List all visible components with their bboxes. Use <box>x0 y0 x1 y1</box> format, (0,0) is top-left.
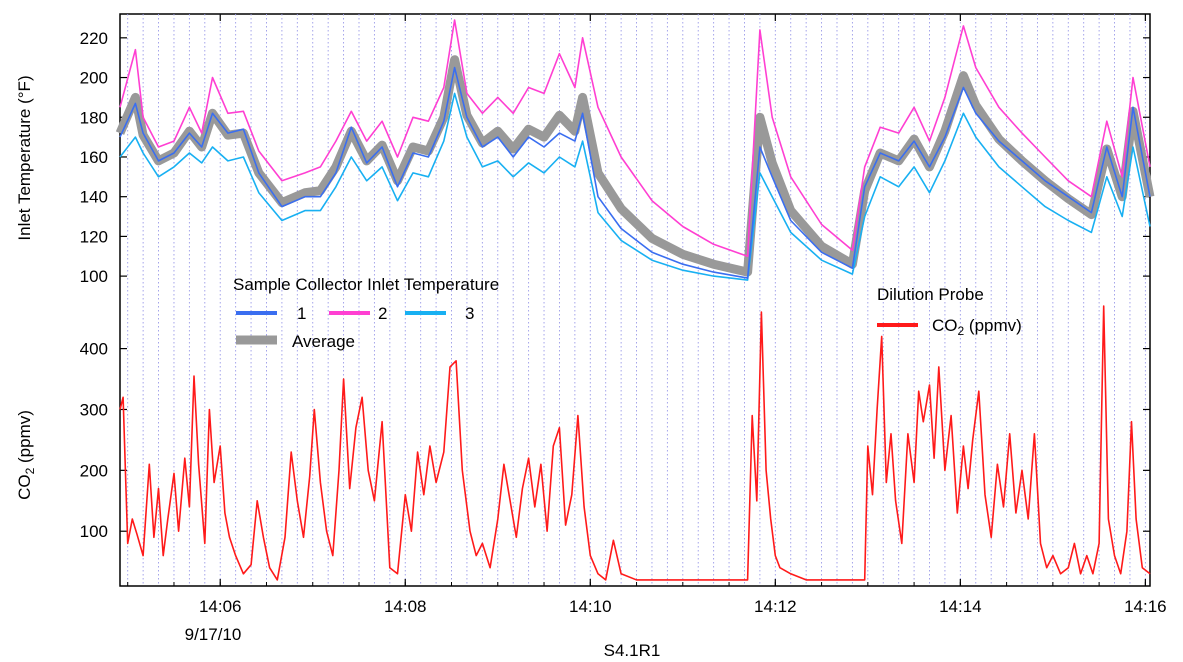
y-tick-label: 100 <box>80 522 108 541</box>
co2-axis-label: CO2 (ppmv) <box>15 410 37 500</box>
y-tick-label: 300 <box>80 400 108 419</box>
temperature-legend: Sample Collector Inlet Temperature 1 2 3… <box>233 275 499 351</box>
run-label: S4.1R1 <box>604 641 661 660</box>
time-gridlines <box>127 14 1146 586</box>
plot-frame <box>119 13 1151 587</box>
x-tick-label: 14:10 <box>569 597 612 616</box>
series-co2 <box>119 305 1151 581</box>
temperature-legend-title: Sample Collector Inlet Temperature <box>233 275 499 294</box>
legend-label-3: 3 <box>465 304 474 323</box>
x-tick-label: 14:12 <box>754 597 797 616</box>
x-tick-label: 14:08 <box>384 597 427 616</box>
co2-legend-title: Dilution Probe <box>877 285 984 304</box>
y-tick-label: 220 <box>80 29 108 48</box>
co2-series <box>119 305 1151 581</box>
legend-label-co2: CO2 (ppmv) <box>932 316 1022 338</box>
x-tick-label: 14:16 <box>1124 597 1167 616</box>
x-tick-label: 14:14 <box>939 597 982 616</box>
series-1 <box>119 66 1151 279</box>
series-2 <box>119 19 1151 258</box>
co2-y-ticks: 100 200 300 400 <box>80 340 1150 541</box>
co2-legend: Dilution Probe CO2 (ppmv) <box>877 285 1022 338</box>
y-tick-label: 100 <box>80 267 108 286</box>
legend-label-1: 1 <box>297 304 306 323</box>
y-tick-label: 180 <box>80 108 108 127</box>
y-tick-label: 160 <box>80 148 108 167</box>
series-3 <box>119 92 1151 281</box>
legend-label-average: Average <box>292 332 355 351</box>
x-tick-label: 14:06 <box>199 597 242 616</box>
y-tick-label: 140 <box>80 188 108 207</box>
series-average <box>115 55 1155 277</box>
temperature-y-ticks: 100 120 140 160 180 200 220 <box>80 29 1150 286</box>
legend-label-2: 2 <box>378 304 387 323</box>
y-tick-label: 400 <box>80 340 108 359</box>
temperature-series <box>115 19 1155 281</box>
y-tick-label: 120 <box>80 227 108 246</box>
x-axis-ticks: 14:06 14:08 14:10 14:12 14:14 14:16 <box>127 14 1167 616</box>
date-label: 9/17/10 <box>185 625 242 644</box>
temperature-axis-label: Inlet Temperature (°F) <box>15 75 34 240</box>
y-tick-label: 200 <box>80 69 108 88</box>
y-tick-label: 200 <box>80 461 108 480</box>
